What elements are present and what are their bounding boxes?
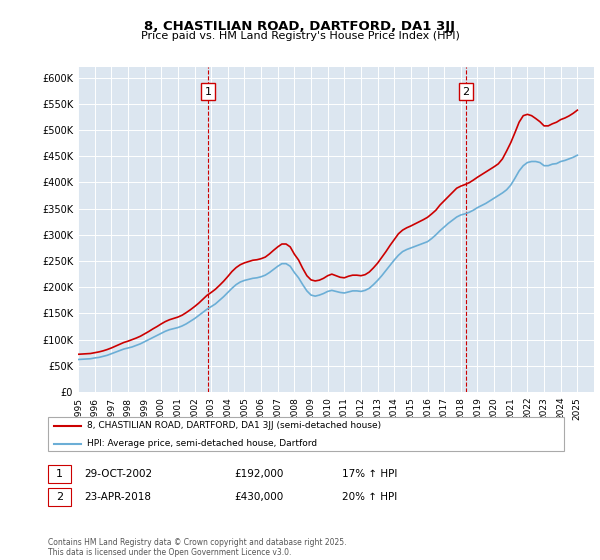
Text: 20% ↑ HPI: 20% ↑ HPI xyxy=(342,492,397,502)
Text: 2: 2 xyxy=(463,87,470,97)
Text: 1: 1 xyxy=(205,87,212,97)
Text: 23-APR-2018: 23-APR-2018 xyxy=(84,492,151,502)
Text: £430,000: £430,000 xyxy=(234,492,283,502)
Text: Price paid vs. HM Land Registry's House Price Index (HPI): Price paid vs. HM Land Registry's House … xyxy=(140,31,460,41)
Text: HPI: Average price, semi-detached house, Dartford: HPI: Average price, semi-detached house,… xyxy=(87,439,317,449)
Text: £192,000: £192,000 xyxy=(234,469,283,479)
Text: 8, CHASTILIAN ROAD, DARTFORD, DA1 3JJ: 8, CHASTILIAN ROAD, DARTFORD, DA1 3JJ xyxy=(145,20,455,32)
Text: 17% ↑ HPI: 17% ↑ HPI xyxy=(342,469,397,479)
Text: 29-OCT-2002: 29-OCT-2002 xyxy=(84,469,152,479)
Text: 1: 1 xyxy=(56,469,63,479)
Text: 2: 2 xyxy=(56,492,63,502)
Text: 8, CHASTILIAN ROAD, DARTFORD, DA1 3JJ (semi-detached house): 8, CHASTILIAN ROAD, DARTFORD, DA1 3JJ (s… xyxy=(87,421,381,430)
Text: Contains HM Land Registry data © Crown copyright and database right 2025.
This d: Contains HM Land Registry data © Crown c… xyxy=(48,538,347,557)
